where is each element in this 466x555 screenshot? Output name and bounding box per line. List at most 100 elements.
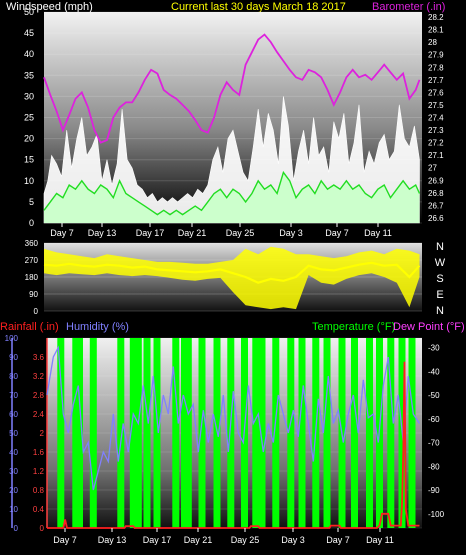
humidity-y-ticks: 0 10 20 30 40 50 60 70 80 90 100	[5, 334, 19, 533]
rain-tick-label: 3.2	[33, 372, 45, 381]
temperature-tick-label: -70	[428, 439, 440, 448]
baro-tick-label: 27	[428, 164, 437, 173]
temperature-bar	[129, 338, 137, 528]
temperature-bar	[272, 338, 280, 528]
humidity-axis-label: Humidity (%)	[66, 321, 129, 333]
temperature-bar	[351, 338, 358, 528]
rain-tick-label: 2	[40, 429, 45, 438]
temperature-tick-label: -60	[428, 415, 440, 424]
x-tick-label: Day 25	[226, 228, 255, 238]
humidity-tick-label: 100	[5, 334, 19, 343]
humidity-tick-label: 80	[9, 372, 18, 381]
baro-tick-label: 27.7	[428, 76, 444, 85]
wind-tick-label: 35	[24, 70, 34, 80]
humidity-tick-label: 50	[9, 429, 18, 438]
x-tick-label: Day 21	[178, 228, 207, 238]
baro-tick-label: 27.6	[428, 88, 444, 97]
temperature-bar	[57, 338, 65, 528]
baro-tick-label: 26.7	[428, 201, 444, 210]
temperature-tick-label: -30	[428, 344, 440, 353]
rain-tick-label: 0.8	[33, 486, 45, 495]
compass-label: N	[436, 305, 444, 317]
baro-tick-label: 27.8	[428, 63, 444, 72]
baro-tick-label: 26.9	[428, 176, 444, 185]
temperature-bar	[181, 338, 188, 528]
temperature-bar	[134, 338, 142, 528]
temperature-bar	[198, 338, 206, 528]
baro-tick-label: 26.6	[428, 214, 444, 223]
temperature-tick-label: -80	[428, 462, 440, 471]
temperature-bar	[287, 338, 295, 528]
rain-tick-label: 0	[40, 524, 45, 533]
rainfall-line	[47, 361, 420, 529]
temperature-bar	[252, 338, 260, 528]
barometer-line	[43, 33, 421, 144]
rain-tick-label: 2.4	[33, 410, 45, 419]
panel-wind-series	[43, 33, 421, 224]
temperature-bar	[117, 338, 125, 528]
direction-tick-label: 90	[29, 290, 38, 299]
baro-tick-label: 27.1	[428, 151, 444, 160]
temperature-bar	[89, 338, 97, 528]
humidity-tick-label: 30	[9, 467, 18, 476]
temperature-bar	[408, 338, 416, 528]
dewpoint-axis-label: Dew Point (°F)	[393, 321, 465, 333]
temperature-bar	[184, 338, 192, 528]
humidity-tick-label: 40	[9, 448, 18, 457]
baro-tick-label: 27.9	[428, 51, 444, 60]
humidity-tick-label: 70	[9, 391, 18, 400]
temperature-bar	[76, 338, 83, 528]
temperature-bar	[227, 338, 235, 528]
baro-axis-label: Barometer (.in)	[372, 1, 445, 13]
direction-tick-label: 180	[25, 273, 39, 282]
temperature-bar	[72, 338, 80, 528]
wind-tick-label: 5	[29, 197, 34, 207]
humidity-tick-label: 90	[9, 353, 18, 362]
humidity-tick-label: 20	[9, 486, 18, 495]
wind-tick-label: 15	[24, 155, 34, 165]
rain-axis-label: Rainfall (.in)	[0, 321, 59, 333]
compass-label: N	[436, 241, 444, 253]
temperature-bar	[298, 338, 306, 528]
temperature-bar	[143, 338, 151, 528]
rain-tick-label: 3.6	[33, 353, 45, 362]
temperature-bar	[387, 338, 395, 528]
baro-tick-label: 27.3	[428, 126, 444, 135]
humidity-tick-label: 10	[9, 505, 18, 514]
wind-y-ticks: 0 5 10 15 20 25 30 35 40 45 50	[24, 7, 34, 228]
x-tick-label: Day 3	[281, 535, 305, 545]
x-tick-label: Day 11	[366, 535, 394, 545]
baro-tick-label: 28	[428, 38, 437, 47]
compass-label: S	[436, 273, 443, 285]
baro-tick-label: 27.4	[428, 114, 444, 123]
wind-tick-label: 20	[24, 134, 34, 144]
direction-tick-label: 270	[25, 256, 39, 265]
wind-tick-label: 0	[29, 218, 34, 228]
direction-spread-area	[44, 246, 420, 310]
x-tick-label: Day 7	[326, 535, 350, 545]
temperature-tick-label: -50	[428, 391, 440, 400]
compass-label: W	[435, 257, 446, 269]
humidity-line	[46, 345, 421, 491]
temperature-bar	[323, 338, 331, 528]
panel-direction-series	[43, 246, 421, 310]
temperature-tick-label: -40	[428, 367, 440, 376]
compass-label: E	[436, 289, 443, 301]
temperature-tick-label: -100	[428, 510, 445, 519]
wind-average-line	[43, 170, 421, 216]
x-tick-label: Day 13	[88, 228, 117, 238]
rain-y-ticks: 0 0.4 0.8 1.2 1.6 2 2.4 2.8 3.2 3.6	[33, 353, 45, 533]
wind-average-area	[44, 172, 420, 223]
x-tick-label: Day 7	[325, 228, 349, 238]
panel-rain-x-ticks: Day 7 Day 13 Day 17 Day 21 Day 25 Day 3 Day 7 D…	[53, 528, 394, 545]
wind-tick-label: 10	[24, 176, 34, 186]
humidity-tick-label: 0	[14, 524, 19, 533]
wind-tick-label: 40	[24, 49, 34, 59]
x-tick-label: Day 21	[184, 535, 213, 545]
x-tick-label: Day 3	[279, 228, 303, 238]
x-tick-label: Day 25	[231, 535, 260, 545]
temperature-tick-label: -90	[428, 486, 440, 495]
chart-title: Current last 30 days March 18 2017	[171, 1, 346, 13]
